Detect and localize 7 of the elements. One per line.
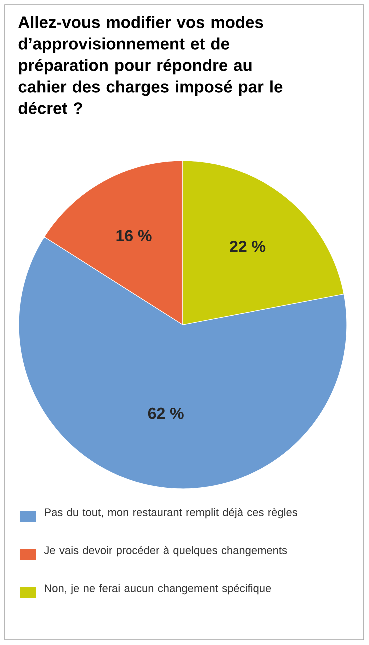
legend-label: Non, je ne ferai aucun changement spécifique xyxy=(45,584,272,595)
data-label: 22 % xyxy=(230,241,266,252)
data-label: 62 % xyxy=(148,408,184,420)
chart-title: Allez-vous modifier vos modes d’approvisionnement et de préparation pour répondre au cahier des charges imposé par le décret ? xyxy=(18,16,283,114)
legend-label: Je vais devoir procéder à quelques changements xyxy=(44,546,288,557)
legend-label: Pas du tout, mon restaurant remplit déjà ces règles xyxy=(45,508,298,519)
data-label: 16 % xyxy=(116,230,152,242)
